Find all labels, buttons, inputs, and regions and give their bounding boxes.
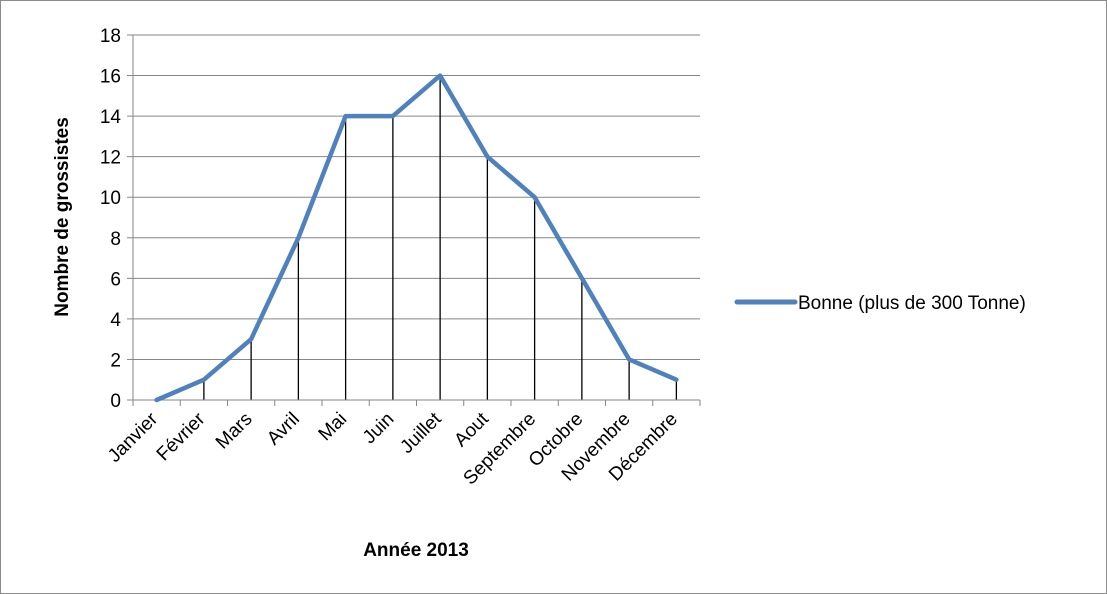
y-tick-labels: 0 2 4 6 8 10 12 14 16 18 <box>100 26 122 412</box>
drop-lines <box>203 75 678 400</box>
y-tick-label: 12 <box>100 148 121 169</box>
series-line <box>154 73 679 403</box>
y-tick-label: 2 <box>110 350 121 371</box>
x-tick-label: Aout <box>450 408 493 451</box>
y-tick-label: 4 <box>110 310 121 331</box>
x-tick-label: Avril <box>263 409 304 450</box>
x-axis-title: Année 2013 <box>363 540 469 561</box>
y-tick-label: 14 <box>100 107 122 128</box>
series-lines <box>154 73 679 403</box>
y-axis-title: Nombre de grossistes <box>52 117 73 317</box>
x-tick-label: Juin <box>359 409 398 448</box>
x-tick-label: Janvier <box>104 408 163 467</box>
y-tick-label: 0 <box>110 391 121 412</box>
legend: Bonne (plus de 300 Tonne) <box>734 293 1026 314</box>
y-tick-label: 8 <box>110 229 121 250</box>
y-tick-label: 10 <box>100 188 121 209</box>
x-tick-label: Février <box>153 408 210 465</box>
legend-label: Bonne (plus de 300 Tonne) <box>798 293 1026 314</box>
y-tick-label: 18 <box>100 26 121 47</box>
x-tick-label: Mai <box>315 409 352 446</box>
axes <box>132 35 700 401</box>
y-tick-label: 6 <box>110 269 121 290</box>
y-tick-label: 16 <box>100 67 121 88</box>
x-tick-label: Mars <box>212 409 257 454</box>
x-tick-label: Juillet <box>396 408 446 458</box>
gridlines <box>127 34 701 406</box>
